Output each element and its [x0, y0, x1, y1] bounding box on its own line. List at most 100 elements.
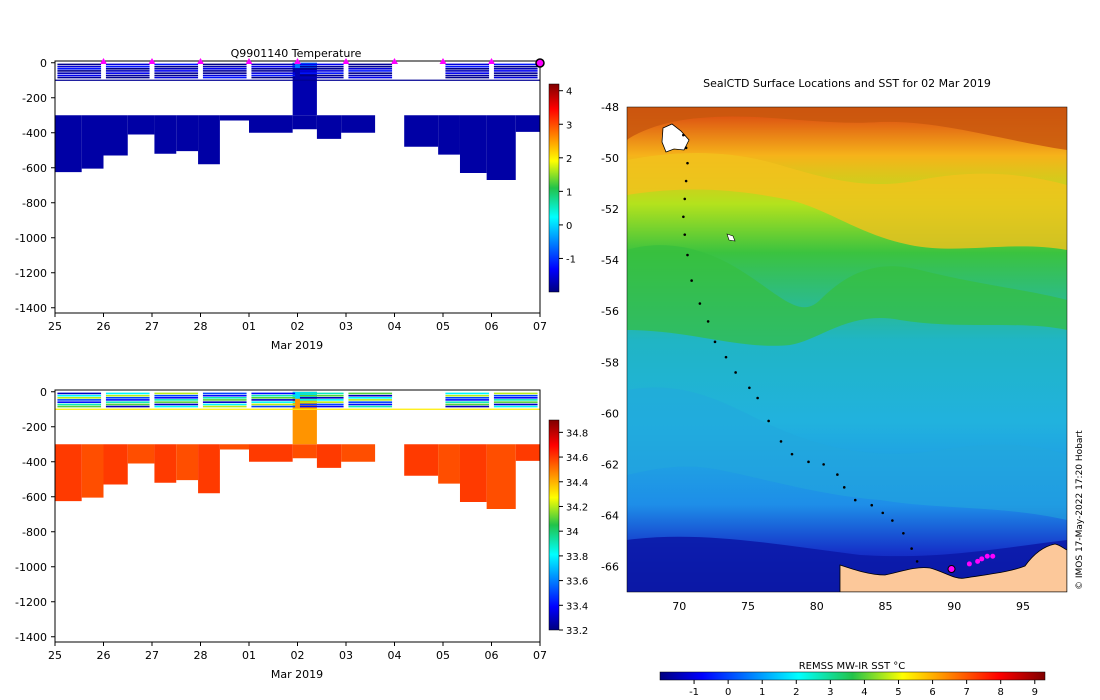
- x-tick-label: 05: [436, 649, 450, 662]
- sst-colorbar-tick-label: 4: [861, 687, 867, 698]
- x-tick-label: 25: [48, 649, 62, 662]
- colorbar-tick-label: 33.4: [566, 601, 588, 612]
- seal-track: [682, 133, 919, 563]
- surface-layer: [105, 72, 150, 74]
- profile-marker: [488, 58, 495, 64]
- track-point: [807, 460, 810, 464]
- sst-colorbar-ticks: -1 0 1 2 3 4 5 6 7 8 9: [689, 680, 1038, 698]
- x-tick-label: 01: [242, 649, 256, 662]
- colorbar-tick-label: 34.4: [566, 478, 588, 489]
- surface-layer: [251, 72, 296, 74]
- profile-column: [55, 115, 82, 173]
- surface-layer: [348, 399, 393, 401]
- latitude-tick-label: -50: [601, 152, 619, 165]
- profile-column: [103, 115, 128, 156]
- surface-layer: [493, 392, 538, 395]
- surface-layer: [445, 70, 490, 72]
- y-tick-label: -1000: [15, 232, 47, 245]
- x-tick-label: 03: [339, 649, 353, 662]
- surface-layer: [493, 72, 538, 74]
- surface-layer: [105, 63, 150, 66]
- surface-layer: [154, 397, 199, 399]
- profile-column: [154, 115, 177, 154]
- profile-marker: [100, 58, 107, 64]
- surface-layer: [57, 401, 102, 403]
- surface-layer: [348, 405, 393, 408]
- track-point: [684, 179, 688, 183]
- latitude-tick-label: -62: [601, 458, 619, 471]
- sst-field: [627, 107, 1067, 592]
- temperature-y-axis: 0 -200 -400 -600 -800 -1000 -1200 -1400: [15, 57, 55, 315]
- x-tick-label: 02: [291, 649, 305, 662]
- y-tick-label: -400: [22, 127, 47, 140]
- surface-layer: [57, 63, 102, 66]
- x-tick-label: 07: [533, 320, 547, 333]
- temperature-title: Q9901140 Temperature: [231, 47, 362, 60]
- x-tick-label: 01: [242, 320, 256, 333]
- profile-column: [198, 444, 220, 494]
- surface-layer: [154, 63, 199, 66]
- surface-layer: [493, 394, 538, 397]
- y-tick-label: -800: [22, 197, 47, 210]
- salinity-y-axis: 0 -200 -400 -600 -800 -1000 -1200 -1400: [15, 386, 55, 644]
- x-tick-label: 28: [194, 649, 208, 662]
- surface-layer: [445, 392, 490, 395]
- surface-layer: [493, 76, 538, 79]
- track-point: [910, 547, 913, 550]
- profile-column: [341, 115, 376, 133]
- seal-position: [975, 558, 981, 564]
- surface-layer: [154, 403, 199, 406]
- surface-layer: [445, 397, 490, 399]
- profile-column: [341, 444, 376, 462]
- y-tick-label: -200: [22, 421, 47, 434]
- surface-layer: [251, 403, 296, 406]
- profile-column: [219, 444, 249, 450]
- surface-layer: [348, 70, 393, 72]
- surface-layer: [348, 76, 393, 79]
- surface-layer: [105, 405, 150, 408]
- colorbar-tick-label: 3: [566, 120, 572, 131]
- surface-layer: [299, 68, 344, 70]
- temperature-panel: Q9901140 Temperature 0 -200 -400 -600 -800 -1…: [15, 47, 576, 352]
- surface-layer: [299, 65, 344, 68]
- seal-positions: [947, 553, 996, 574]
- surface-layer: [493, 403, 538, 406]
- x-tick-label: 02: [291, 320, 305, 333]
- track-point: [682, 133, 685, 137]
- sst-colorbar-tick-label: 6: [929, 687, 935, 698]
- track-point: [902, 531, 905, 535]
- surface-layer: [299, 76, 344, 79]
- profile-column: [292, 444, 317, 459]
- surface-layer: [299, 74, 344, 77]
- y-tick-label: -1200: [15, 267, 47, 280]
- y-tick-label: -800: [22, 526, 47, 539]
- surface-layer: [154, 401, 199, 403]
- y-tick-label: -1400: [15, 631, 47, 644]
- latitude-tick-label: -66: [601, 560, 619, 573]
- surface-layer: [202, 72, 247, 74]
- sst-map-frame: [626, 106, 1068, 593]
- surface-layer: [348, 74, 393, 77]
- track-point: [756, 396, 759, 400]
- sst-colorbar-tick-label: -1: [689, 687, 699, 698]
- surface-layer: [202, 401, 247, 403]
- surface-layer: [251, 76, 296, 79]
- surface-layer: [299, 72, 344, 74]
- y-tick-label: -400: [22, 456, 47, 469]
- sst-colorbar-tick-label: 9: [1032, 687, 1038, 698]
- surface-layer: [154, 76, 199, 79]
- surface-layer: [57, 70, 102, 72]
- x-tick-label: 05: [436, 320, 450, 333]
- track-point: [713, 340, 717, 344]
- x-tick-label: 03: [339, 320, 353, 333]
- x-tick-label: 28: [194, 320, 208, 333]
- surface-layer: [493, 70, 538, 72]
- surface-layer: [445, 394, 490, 397]
- surface-layer: [105, 74, 150, 77]
- x-tick-label: 06: [485, 649, 499, 662]
- surface-layer: [57, 405, 102, 408]
- profile-column: [292, 115, 317, 130]
- y-tick-label: -1200: [15, 596, 47, 609]
- surface-layer: [154, 72, 199, 74]
- surface-layer: [299, 405, 344, 408]
